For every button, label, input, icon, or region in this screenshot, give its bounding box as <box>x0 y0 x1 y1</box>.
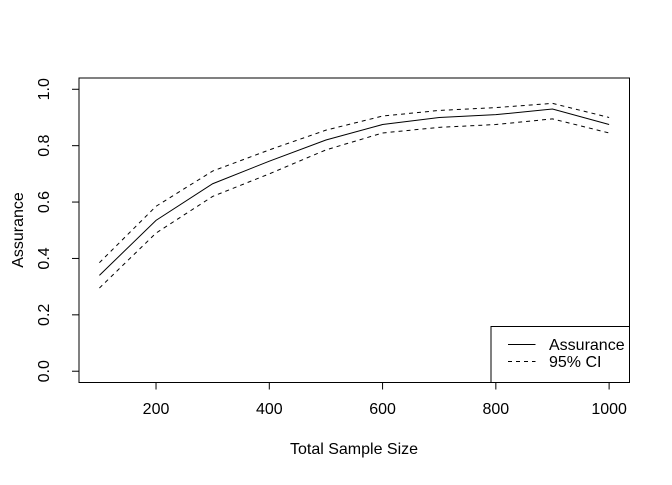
y-tick-label: 0.0 <box>36 360 53 382</box>
series-lines <box>99 102 610 289</box>
legend-label-ci: 95% CI <box>549 354 601 371</box>
y-tick-label: 0.8 <box>36 134 53 156</box>
x-axis-title: Total Sample Size <box>290 441 418 458</box>
plot-box <box>78 77 630 383</box>
x-tick-label: 1000 <box>591 401 627 418</box>
y-tick-label: 0.6 <box>36 191 53 213</box>
legend-label-assurance: Assurance <box>549 337 625 354</box>
95-ci-lower-line <box>99 118 610 289</box>
y-tick-label: 1.0 <box>36 78 53 100</box>
x-tick-label: 200 <box>143 401 170 418</box>
x-tick-label: 600 <box>369 401 396 418</box>
legend: Assurance 95% CI <box>490 326 630 383</box>
assurance-line <box>99 108 610 276</box>
y-tick-label: 0.2 <box>36 304 53 326</box>
95-ci-upper-line <box>99 102 610 264</box>
y-axis-title: Assurance <box>10 192 27 268</box>
x-tick-label: 800 <box>482 401 509 418</box>
x-tick-label: 400 <box>256 401 283 418</box>
axes: 200 400 600 800 1000 0.0 0.2 0.4 0.6 0.8 1.0 <box>36 77 630 418</box>
legend-box <box>490 326 630 383</box>
y-tick-label: 0.4 <box>36 247 53 269</box>
